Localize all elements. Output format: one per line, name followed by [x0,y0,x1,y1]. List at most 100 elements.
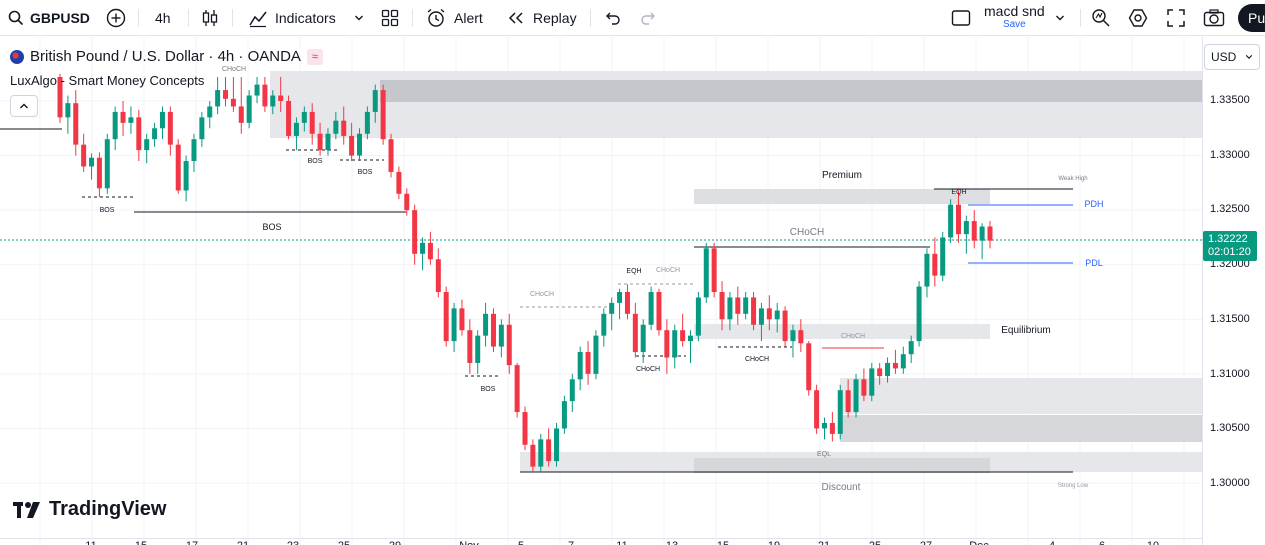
indicator-legend[interactable]: LuxAlgo - Smart Money Concepts [10,73,205,88]
candle-body [963,221,969,235]
chart-annotation: BOS [308,158,323,165]
candle-body [96,157,102,189]
time-tick: 27 [920,540,932,545]
redo-icon [640,11,658,25]
candle-body [388,139,394,172]
chart-annotation: CHoCH [656,267,680,274]
chart-annotation: CHoCH [530,291,554,298]
candle-body [506,324,512,366]
candle-body [230,98,236,107]
candle-body [483,313,489,336]
publish-button[interactable]: Pu [1238,4,1265,32]
candle-body [814,390,820,429]
layout-button[interactable] [951,0,971,36]
time-axis[interactable] [0,538,1202,545]
chart-annotation: Equilibrium [1001,325,1050,336]
indicators-button[interactable]: Indicators [248,0,336,36]
snapshot-button[interactable] [1203,0,1225,36]
interval-label: 4h [155,10,171,26]
candle-body [948,204,954,238]
price-chart[interactable]: Premium Equilibrium Discount BOS CHoCH PDH PDL… [0,37,1202,545]
layout-dropdown[interactable] [1055,0,1065,36]
price-tick: 1.30500 [1210,422,1250,434]
symbol-search[interactable]: GBPUSD [8,0,90,36]
redo-button[interactable] [640,0,658,36]
candle-body [152,128,158,140]
candle-body [664,330,670,358]
layout-name-button[interactable]: macd snd Save [984,0,1045,36]
chart-legend[interactable]: British Pound / U.S. Dollar · 4h · OANDA… [10,48,323,65]
alert-button[interactable]: Alert [426,0,483,36]
candle-body [688,335,694,342]
interval-button[interactable]: 4h [155,0,171,36]
chart-annotation: EQH [951,189,966,196]
candle-body [577,352,583,380]
quick-search-button[interactable] [1091,0,1111,36]
layout-save-status: Save [1002,19,1026,30]
fullscreen-icon [1167,9,1185,27]
indicators-icon [248,8,268,28]
candle-body [782,310,788,342]
smc-zone [694,324,990,339]
chart-annotation: BOS [262,222,281,232]
candle-body [246,95,252,123]
market-status-icon: ≈ [306,48,323,65]
candle-body [467,330,473,363]
candle-body [333,120,339,134]
time-tick: 17 [186,540,198,545]
alert-icon [426,8,446,28]
undo-button[interactable] [603,0,621,36]
candle-body [790,330,796,342]
candle-body [199,117,205,140]
candle-body [719,292,725,320]
chart-pane[interactable]: Premium Equilibrium Discount BOS CHoCH PDH PDL… [0,37,1202,545]
candle-body [916,286,922,342]
time-tick: Dec [969,540,989,545]
candle-body [640,324,646,353]
time-tick: 5 [518,540,524,545]
replay-button[interactable]: Replay [507,0,577,36]
candle-body [522,412,528,445]
candle-body [317,133,323,151]
candle-body [89,157,95,167]
currency-label: USD [1211,50,1237,64]
candle-body [695,297,701,336]
chevron-down-icon [354,13,364,23]
price-axis[interactable] [1202,37,1265,545]
collapse-legend-button[interactable] [10,95,38,117]
candle-body [270,95,276,107]
chart-annotation: BOS [100,207,115,214]
time-tick: 4 [1049,540,1055,545]
candle-body [262,84,268,107]
alert-label: Alert [454,10,483,26]
quick-search-icon [1091,8,1111,28]
indicators-dropdown[interactable] [354,0,364,36]
fullscreen-button[interactable] [1167,0,1185,36]
smc-zone [694,458,990,473]
candle-body [908,341,914,355]
candle-body [735,297,741,314]
candle-body [349,135,355,156]
templates-button[interactable] [380,0,400,36]
candle-body [829,422,835,434]
candle-body [443,292,449,342]
settings-button[interactable] [1128,0,1148,36]
candle-body [356,133,362,156]
compare-button[interactable] [106,0,126,36]
candle-body [853,379,859,413]
currency-selector[interactable]: USD [1204,44,1260,70]
candle-body [112,111,118,140]
candle-body [530,444,536,467]
chart-annotation: Strong Low [1058,483,1089,489]
time-tick: 13 [666,540,678,545]
price-tick: 1.33000 [1210,149,1250,161]
candle-body [73,103,79,145]
candle-body [215,90,221,107]
time-tick: 25 [338,540,350,545]
candle-body [420,242,426,254]
chart-type-button[interactable] [200,0,220,36]
candle-body [932,253,938,276]
last-price-label: 1.32222 02:01:20 [1203,231,1257,261]
candle-body [585,352,591,374]
add-symbol-icon [106,8,126,28]
